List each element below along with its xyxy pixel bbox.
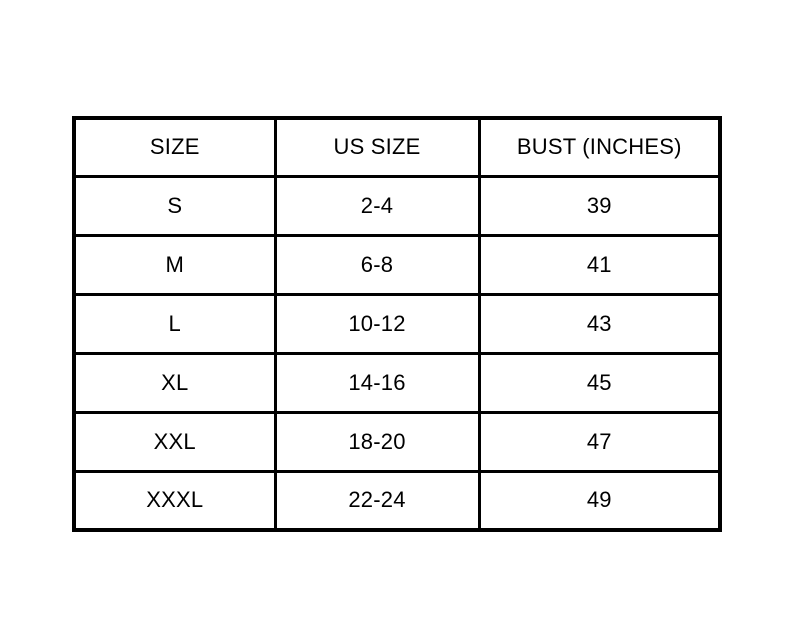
table-row-s: S 2-4 39 — [72, 174, 722, 237]
bust-cell: 47 — [477, 410, 722, 473]
table-row-xxxl: XXXL 22-24 49 — [72, 469, 722, 532]
us-size-cell: 10-12 — [273, 292, 481, 355]
table-row-xl: XL 14-16 45 — [72, 351, 722, 414]
bust-cell: 49 — [477, 469, 722, 532]
bust-cell: 39 — [477, 174, 722, 237]
size-cell: XXXL — [72, 469, 277, 532]
table-row-xxl: XXL 18-20 47 — [72, 410, 722, 473]
size-cell: XXL — [72, 410, 277, 473]
us-size-cell: 6-8 — [273, 233, 481, 296]
size-cell: M — [72, 233, 277, 296]
size-cell: S — [72, 174, 277, 237]
us-size-cell: 14-16 — [273, 351, 481, 414]
header-us-size: US SIZE — [273, 116, 481, 178]
us-size-cell: 18-20 — [273, 410, 481, 473]
table-row-m: M 6-8 41 — [72, 233, 722, 296]
size-chart-table: SIZE US SIZE BUST (INCHES) S 2-4 39 M 6-… — [72, 116, 722, 532]
size-cell: L — [72, 292, 277, 355]
bust-cell: 43 — [477, 292, 722, 355]
us-size-cell: 22-24 — [273, 469, 481, 532]
size-cell: XL — [72, 351, 277, 414]
header-size: SIZE — [72, 116, 277, 178]
table-row-l: L 10-12 43 — [72, 292, 722, 355]
bust-cell: 45 — [477, 351, 722, 414]
header-row: SIZE US SIZE BUST (INCHES) — [72, 116, 722, 178]
us-size-cell: 2-4 — [273, 174, 481, 237]
header-bust-inches: BUST (INCHES) — [477, 116, 722, 178]
bust-cell: 41 — [477, 233, 722, 296]
